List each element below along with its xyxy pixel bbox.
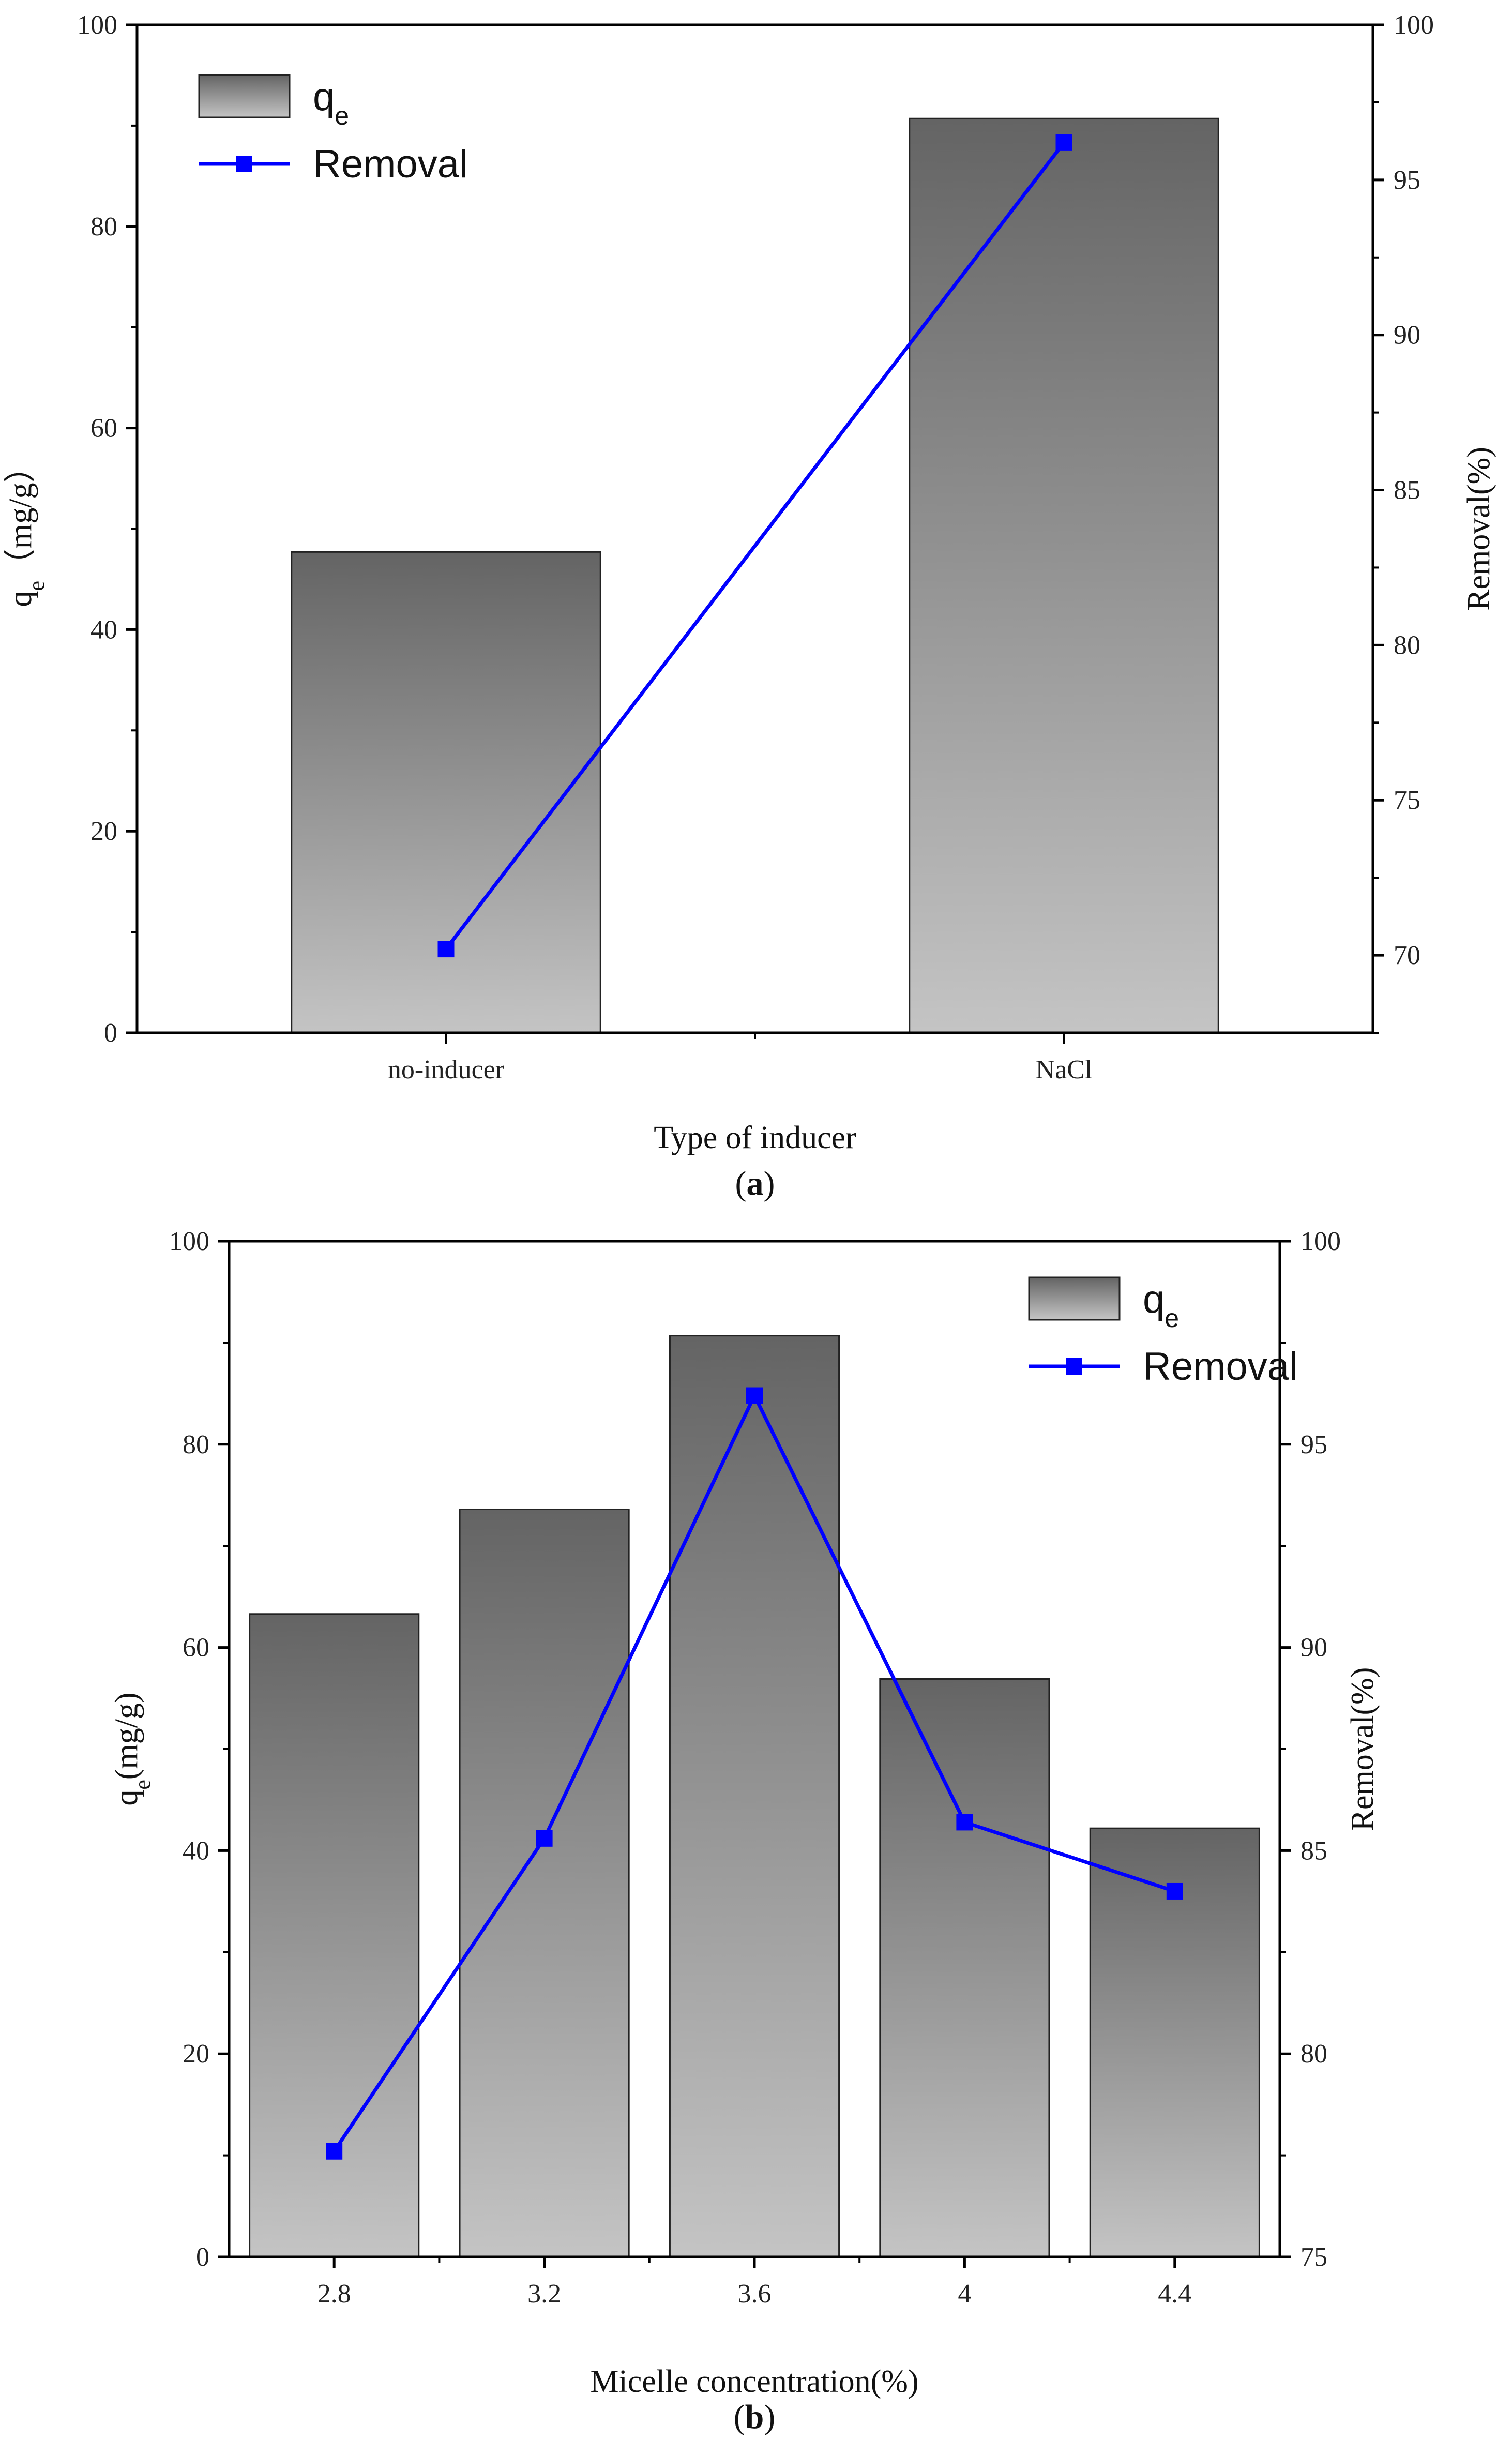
left-tick-label: 100 bbox=[77, 10, 117, 40]
right-tick-label: 100 bbox=[1301, 1227, 1341, 1256]
legend-bar-swatch bbox=[1028, 1276, 1121, 1321]
x-tick-label-NaCl: NaCl bbox=[1036, 1055, 1093, 1085]
removal-point-4.4 bbox=[1166, 1882, 1183, 1900]
right-tick-label: 75 bbox=[1394, 786, 1420, 815]
x-axis-title: Type of inducer bbox=[654, 1120, 856, 1155]
removal-point-no-inducer bbox=[437, 941, 455, 958]
y-right-axis-title: Removal(%) bbox=[1345, 1667, 1380, 1831]
y-left-axis-title: qe(mg/g) bbox=[109, 1692, 155, 1805]
bar-no-inducer bbox=[291, 551, 601, 1034]
right-tick-label: 70 bbox=[1394, 941, 1420, 970]
legend-line-label: Removal bbox=[1143, 1345, 1298, 1389]
legend-line-label: Removal bbox=[313, 142, 468, 186]
left-tick-label: 20 bbox=[183, 2039, 209, 2069]
left-tick-label: 80 bbox=[90, 212, 117, 242]
right-tick-label: 95 bbox=[1301, 1430, 1327, 1459]
bar-4 bbox=[879, 1678, 1050, 2258]
left-tick-label: 60 bbox=[183, 1633, 209, 1663]
legend-line-marker bbox=[236, 156, 252, 172]
left-tick-label: 20 bbox=[90, 817, 117, 846]
right-tick-label: 95 bbox=[1394, 165, 1420, 195]
bar-3.6 bbox=[669, 1335, 840, 2258]
removal-point-4 bbox=[956, 1814, 973, 1831]
removal-point-2.8 bbox=[326, 2143, 343, 2160]
right-tick-label: 90 bbox=[1394, 321, 1420, 350]
left-tick-label: 40 bbox=[183, 1836, 209, 1865]
y-right-axis-title: Removal(%) bbox=[1461, 447, 1496, 611]
x-tick-label-4.4: 4.4 bbox=[1158, 2279, 1191, 2309]
chart-b: 0 20 40 60 80 100 75 80 85 90 95 100 2.8 3.2 3.6 4 4.4 Mi… bbox=[109, 1227, 1380, 2436]
left-tick-label: 0 bbox=[196, 2242, 209, 2272]
bar-2.8 bbox=[249, 1613, 420, 2258]
left-tick-label: 100 bbox=[169, 1227, 209, 1256]
panel-label: (a) bbox=[735, 1165, 775, 1202]
x-tick-label-no-inducer: no-inducer bbox=[388, 1055, 504, 1085]
x-tick-label-3.2: 3.2 bbox=[527, 2279, 561, 2309]
x-tick-label-4: 4 bbox=[958, 2279, 971, 2309]
removal-line bbox=[444, 141, 1066, 951]
right-tick-label: 75 bbox=[1301, 2242, 1327, 2272]
right-tick-label: 85 bbox=[1301, 1836, 1327, 1865]
left-tick-label: 0 bbox=[104, 1018, 117, 1048]
y-left-axis-title: qe（mg/g） bbox=[3, 451, 49, 607]
removal-point-3.2 bbox=[536, 1830, 553, 1847]
x-tick-label-2.8: 2.8 bbox=[317, 2279, 351, 2309]
right-tick-label: 80 bbox=[1394, 630, 1420, 660]
left-tick-label: 40 bbox=[90, 615, 117, 644]
bar-NaCl bbox=[909, 117, 1219, 1034]
right-tick-label: 80 bbox=[1301, 2039, 1327, 2069]
right-tick-label: 90 bbox=[1301, 1633, 1327, 1663]
removal-point-NaCl bbox=[1055, 134, 1072, 151]
right-tick-label: 85 bbox=[1394, 476, 1420, 505]
left-tick-label: 80 bbox=[183, 1430, 209, 1459]
bar-4.4 bbox=[1089, 1827, 1260, 2258]
x-tick-label-3.6: 3.6 bbox=[738, 2279, 772, 2309]
legend-bar-label: qe bbox=[1143, 1277, 1179, 1333]
right-tick-label: 100 bbox=[1394, 10, 1434, 40]
bar-3.2 bbox=[459, 1508, 630, 2258]
left-tick-label: 60 bbox=[90, 414, 117, 443]
legend-bar-label: qe bbox=[313, 75, 349, 130]
legend-line-marker bbox=[1066, 1358, 1082, 1375]
panel-label: (b) bbox=[734, 2398, 776, 2436]
x-axis-title: Micelle concentration(%) bbox=[590, 2364, 918, 2399]
legend-bar-swatch bbox=[198, 74, 291, 118]
chart-a: 0 20 40 60 80 100 70 75 80 85 90 95 100 no-inducer NaC… bbox=[3, 10, 1496, 1202]
removal-point-3.6 bbox=[746, 1387, 763, 1404]
